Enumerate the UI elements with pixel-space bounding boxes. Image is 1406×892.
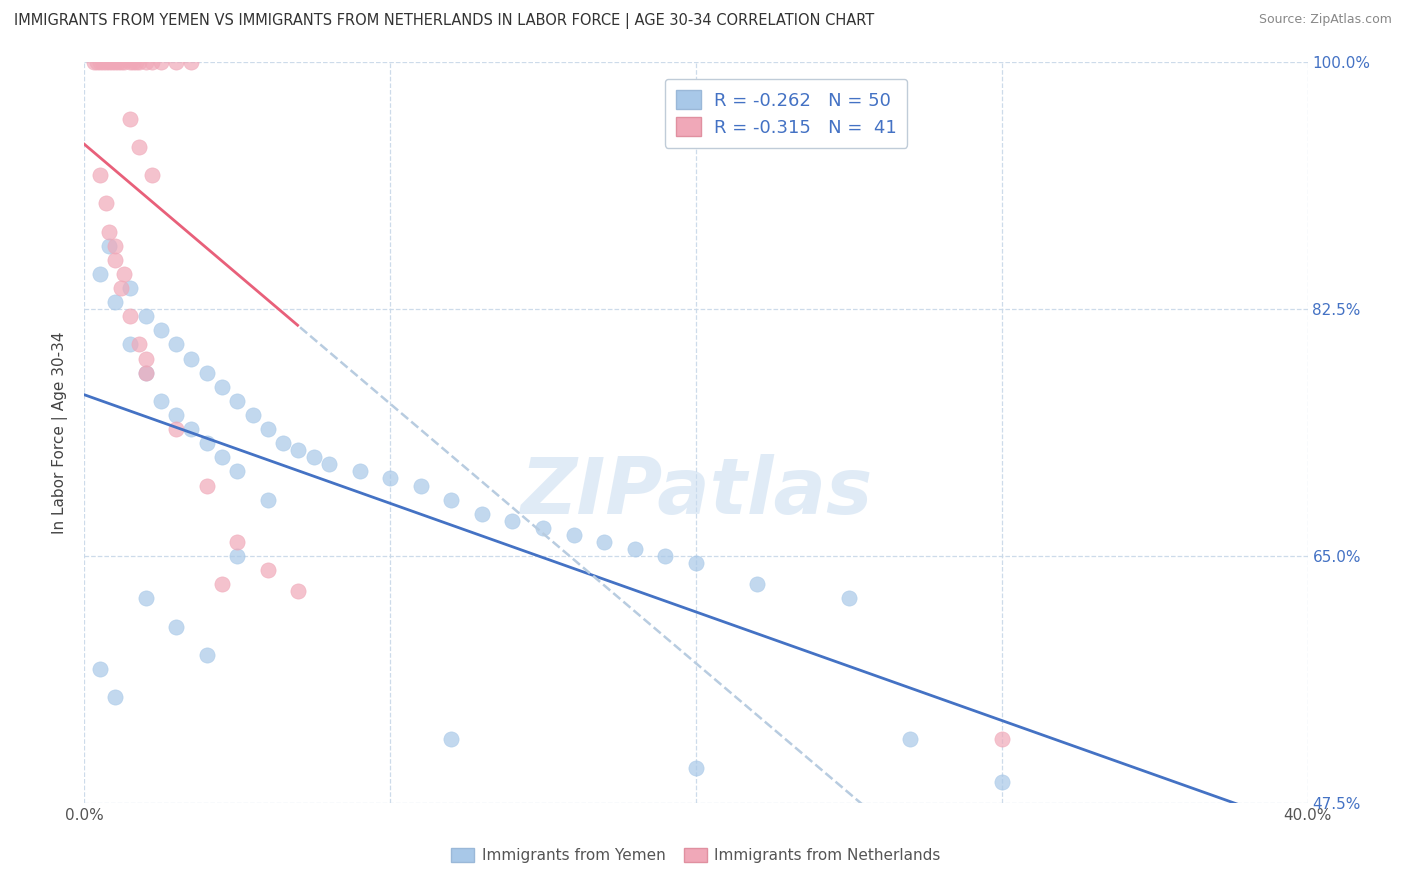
Point xyxy=(120,337,142,351)
Point xyxy=(226,464,249,478)
Point xyxy=(141,168,163,182)
Point xyxy=(97,239,120,253)
Point xyxy=(141,55,163,70)
Point xyxy=(593,535,616,549)
Point xyxy=(287,584,309,599)
Point xyxy=(226,535,249,549)
Point xyxy=(128,337,150,351)
Text: Source: ZipAtlas.com: Source: ZipAtlas.com xyxy=(1258,13,1392,27)
Point xyxy=(180,351,202,366)
Point xyxy=(747,577,769,591)
Point xyxy=(471,507,494,521)
Point xyxy=(685,556,707,570)
Point xyxy=(104,239,127,253)
Point xyxy=(165,422,187,436)
Point xyxy=(502,514,524,528)
Point xyxy=(165,55,187,70)
Point xyxy=(112,267,135,281)
Point xyxy=(122,55,145,70)
Point xyxy=(211,450,233,465)
Point xyxy=(94,55,117,70)
Point xyxy=(97,55,120,70)
Point xyxy=(211,577,233,591)
Point xyxy=(898,732,921,747)
Point xyxy=(104,295,127,310)
Point xyxy=(128,140,150,154)
Point xyxy=(135,591,157,606)
Point xyxy=(226,549,249,563)
Point xyxy=(211,380,233,394)
Point xyxy=(94,196,117,211)
Point xyxy=(104,55,127,70)
Text: ZIPatlas: ZIPatlas xyxy=(520,454,872,530)
Point xyxy=(107,55,129,70)
Point xyxy=(120,55,142,70)
Point xyxy=(165,619,187,633)
Point xyxy=(104,690,127,704)
Point xyxy=(135,366,157,380)
Point xyxy=(135,55,157,70)
Point xyxy=(180,55,202,70)
Y-axis label: In Labor Force | Age 30-34: In Labor Force | Age 30-34 xyxy=(52,331,69,534)
Point xyxy=(991,774,1014,789)
Point xyxy=(110,55,132,70)
Point xyxy=(287,443,309,458)
Point xyxy=(440,492,463,507)
Point xyxy=(991,732,1014,747)
Point xyxy=(271,436,294,450)
Point xyxy=(89,662,111,676)
Point xyxy=(135,310,157,324)
Point xyxy=(624,541,647,556)
Point xyxy=(302,450,325,465)
Point xyxy=(120,310,142,324)
Point xyxy=(195,436,218,450)
Point xyxy=(128,55,150,70)
Point xyxy=(135,366,157,380)
Point xyxy=(120,112,142,126)
Point xyxy=(101,55,124,70)
Point xyxy=(89,168,111,182)
Text: IMMIGRANTS FROM YEMEN VS IMMIGRANTS FROM NETHERLANDS IN LABOR FORCE | AGE 30-34 : IMMIGRANTS FROM YEMEN VS IMMIGRANTS FROM… xyxy=(14,13,875,29)
Point xyxy=(180,422,202,436)
Point xyxy=(226,393,249,408)
Point xyxy=(409,478,432,492)
Point xyxy=(318,458,340,472)
Point xyxy=(149,323,172,337)
Point xyxy=(195,648,218,662)
Point xyxy=(257,492,280,507)
Point xyxy=(195,478,218,492)
Point xyxy=(242,408,264,422)
Point xyxy=(104,252,127,267)
Point xyxy=(195,366,218,380)
Point xyxy=(685,760,707,774)
Point xyxy=(112,55,135,70)
Point xyxy=(86,55,108,70)
Point xyxy=(440,732,463,747)
Point xyxy=(562,528,585,542)
Point xyxy=(149,393,172,408)
Legend: Immigrants from Yemen, Immigrants from Netherlands: Immigrants from Yemen, Immigrants from N… xyxy=(446,841,946,869)
Point xyxy=(838,591,860,606)
Point xyxy=(149,55,172,70)
Point xyxy=(97,225,120,239)
Point xyxy=(91,55,114,70)
Point xyxy=(531,521,554,535)
Point xyxy=(257,563,280,577)
Point xyxy=(165,337,187,351)
Point xyxy=(380,471,402,485)
Point xyxy=(349,464,371,478)
Point xyxy=(83,55,105,70)
Point xyxy=(89,267,111,281)
Point xyxy=(257,422,280,436)
Point xyxy=(120,281,142,295)
Point xyxy=(125,55,148,70)
Point xyxy=(135,351,157,366)
Point xyxy=(165,408,187,422)
Point xyxy=(89,55,111,70)
Point xyxy=(654,549,676,563)
Point xyxy=(110,281,132,295)
